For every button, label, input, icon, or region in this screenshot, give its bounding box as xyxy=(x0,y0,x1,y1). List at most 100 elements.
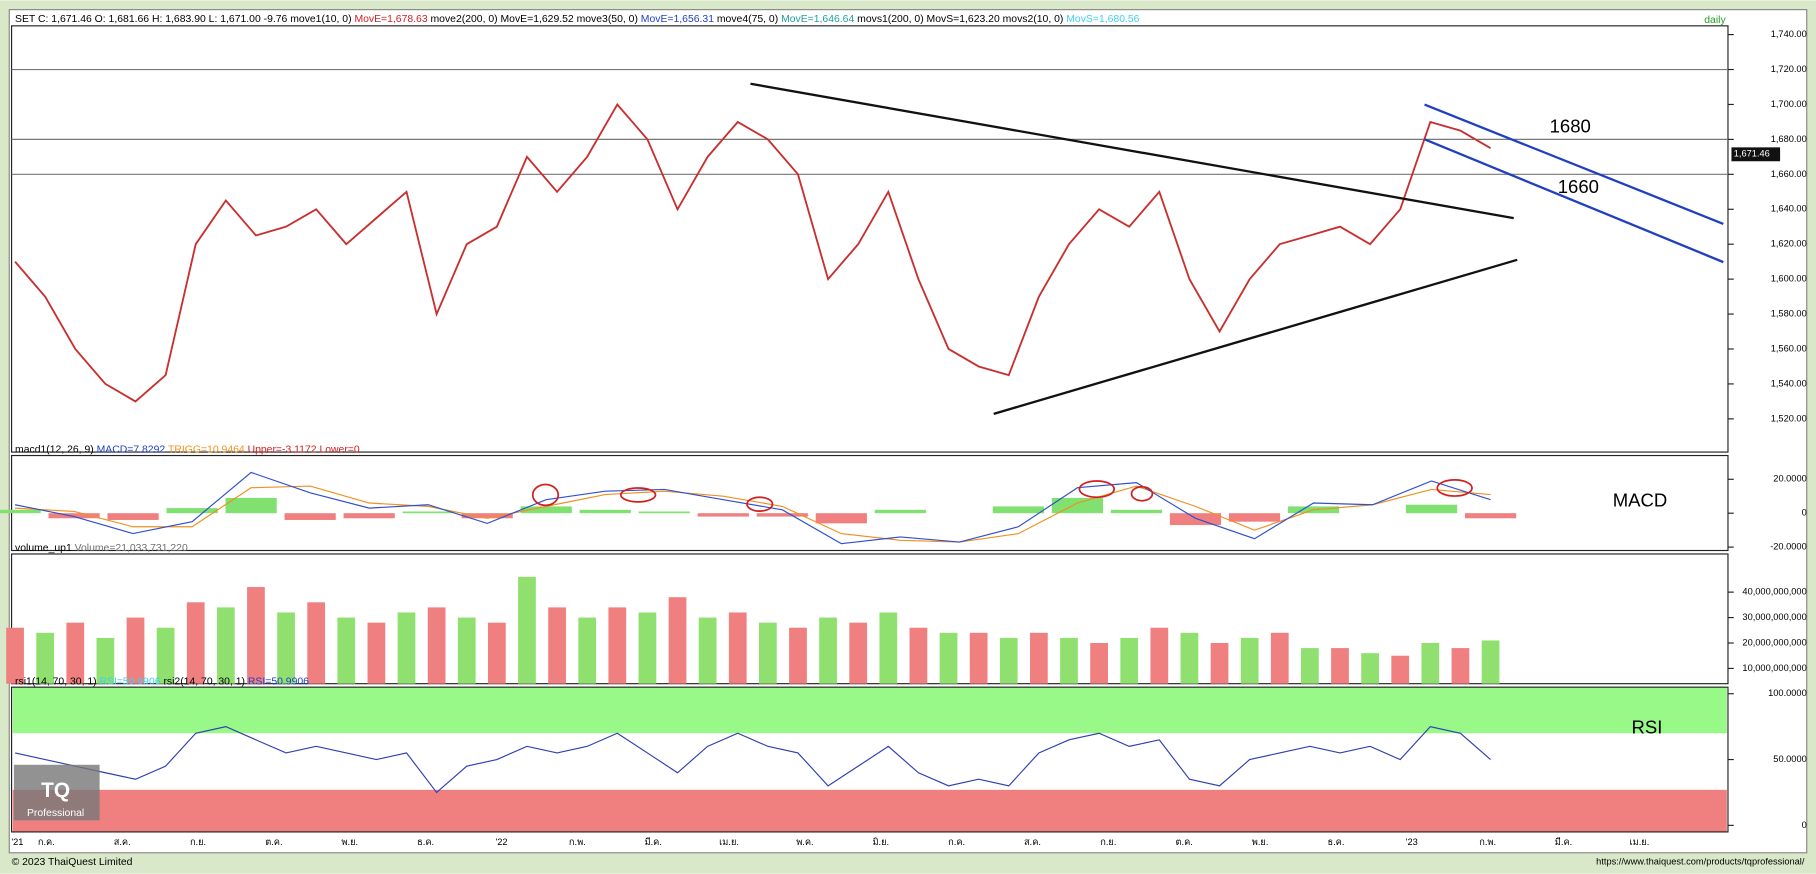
volume-bar xyxy=(216,607,235,684)
circle xyxy=(746,496,774,512)
x-tick-label: ส.ค. xyxy=(1024,837,1041,847)
x-tick-label: มี.ค. xyxy=(1555,837,1572,847)
volume-bar xyxy=(1481,640,1500,684)
header-item: macd1(12, 26, 9) xyxy=(15,444,97,455)
histogram-bar xyxy=(1464,513,1517,519)
volume-bar xyxy=(397,612,416,684)
histogram-bar xyxy=(520,506,572,514)
volume-bar xyxy=(307,602,326,684)
volume-bar xyxy=(638,612,657,684)
footer-left: © 2023 ThaiQuest Limited xyxy=(12,857,133,868)
header-item: Lower=0 xyxy=(319,444,359,455)
trend-lines xyxy=(750,82,1724,415)
volume-bar xyxy=(337,617,356,684)
volume-bar xyxy=(728,612,747,684)
histogram-bar xyxy=(579,509,631,514)
x-tick-label: พ.ค. xyxy=(796,837,813,847)
header-item: RSI=50.9906 xyxy=(248,676,309,687)
x-tick-label: ก.พ. xyxy=(1479,837,1496,847)
volume-bar xyxy=(126,617,145,684)
header-item: MovE=1,629.52 xyxy=(501,14,577,25)
x-tick-label: '21 xyxy=(11,837,23,847)
histogram-bar xyxy=(992,506,1044,514)
x-tick-label: ก.พ. xyxy=(569,837,586,847)
x-tick-label: ก.ย. xyxy=(190,837,206,847)
volume-bar xyxy=(1210,642,1229,684)
volume-bar xyxy=(879,612,898,684)
volume-bar xyxy=(1060,637,1078,684)
circle xyxy=(619,487,657,503)
x-tick-label: เม.ย. xyxy=(719,837,739,847)
header-item: movs1(200, 0) MovS=1,623.20 movs2(10, 0) xyxy=(857,14,1066,25)
volume-bar xyxy=(578,617,597,684)
volume-bar xyxy=(909,627,928,684)
panel-label: MACD xyxy=(1613,490,1668,511)
volume-bar xyxy=(758,622,777,684)
y-tick-label: 20,000,000,000 xyxy=(1742,637,1806,647)
trend-line xyxy=(993,258,1518,415)
logo-text: Professional xyxy=(27,808,84,819)
header-item: SET C: 1,671.46 O: 1,681.66 H: 1,683.90 … xyxy=(15,14,354,25)
histogram-bar xyxy=(166,508,218,514)
y-tick-label: 1,660.00 xyxy=(1771,169,1807,179)
volume-bar xyxy=(1150,627,1169,684)
volume-bar xyxy=(247,587,265,684)
x-tick-label: พ.ย. xyxy=(341,837,358,847)
band xyxy=(12,789,1727,832)
macd-circles xyxy=(531,478,1473,512)
logo-mark: TQ xyxy=(41,779,70,802)
panel-header: SET C: 1,671.46 O: 1,681.66 H: 1,683.90 … xyxy=(15,14,1140,25)
bands xyxy=(12,687,1727,832)
histogram-bar xyxy=(1405,504,1458,514)
x-tick-label: ก.ค. xyxy=(948,837,965,847)
header-item: move4(75, 0) xyxy=(717,14,781,25)
volume-bar xyxy=(608,607,627,684)
histogram-bar xyxy=(402,511,454,514)
plot: SET C: 1,671.46 O: 1,681.66 H: 1,683.90 … xyxy=(0,14,1807,847)
header-item: MACD=7.8292 xyxy=(97,444,168,455)
x-tick-label: ต.ค. xyxy=(265,837,282,847)
histogram-bar xyxy=(225,497,277,514)
header-item: rsi2(14, 70, 30, 1) xyxy=(163,676,247,687)
x-tick-label: พ.ย. xyxy=(1252,837,1269,847)
x-tick-label: มิ.ย. xyxy=(872,837,889,847)
footer-right: https://www.thaiquest.com/products/tqpro… xyxy=(1596,856,1805,866)
y-tick-label: 100.0000 xyxy=(1768,688,1807,698)
y-tick-label: 1,600.00 xyxy=(1771,274,1807,284)
y-tick-label: 1,640.00 xyxy=(1771,204,1807,214)
x-tick-label: ธ.ค. xyxy=(417,837,434,847)
header-item: Upper=-3.1172 xyxy=(248,444,320,455)
volume-bar xyxy=(36,632,55,684)
y-tick-label: 40,000,000,000 xyxy=(1742,587,1806,597)
volume-bar xyxy=(1301,648,1319,684)
volume-bar xyxy=(999,637,1018,684)
histogram-bar xyxy=(284,513,336,520)
volume-bar xyxy=(548,607,566,684)
logo-box xyxy=(13,764,100,821)
x-tick-label: มี.ค. xyxy=(644,837,661,847)
circle xyxy=(1078,480,1116,499)
volume-bar xyxy=(1120,637,1139,684)
volume-bar xyxy=(1391,655,1410,684)
histogram-bar xyxy=(638,511,690,514)
volume-bar xyxy=(66,622,85,684)
panel-border xyxy=(11,25,1729,453)
volume-bar xyxy=(668,597,687,684)
last-price-label: 1,671.46 xyxy=(1734,149,1770,159)
x-tick-label: '23 xyxy=(1406,837,1418,847)
panel-border xyxy=(11,553,1729,685)
logo: TQ Professional xyxy=(13,764,100,821)
band xyxy=(12,687,1727,734)
volume-bar xyxy=(1451,648,1470,684)
volume-bar xyxy=(849,622,868,684)
header-item: TRIGG=10.9464 xyxy=(168,444,248,455)
histogram-bar xyxy=(815,513,867,524)
trend-line xyxy=(750,82,1514,220)
y-tick-label: 50.0000 xyxy=(1773,754,1806,764)
series-line xyxy=(15,485,1491,543)
y-tick-label: 1,560.00 xyxy=(1771,343,1807,353)
panel-header: volume_up1 Volume=21,033,731,220 xyxy=(15,543,188,554)
y-tick-label: 1,620.00 xyxy=(1771,239,1807,249)
panel-header: macd1(12, 26, 9) MACD=7.8292 TRIGG=10.94… xyxy=(15,444,360,455)
